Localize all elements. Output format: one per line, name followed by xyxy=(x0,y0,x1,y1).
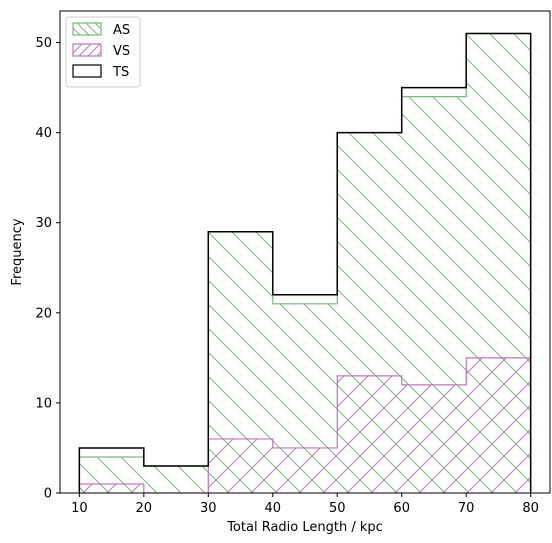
x-tick-label: 70 xyxy=(458,501,475,516)
bar-vs-5 xyxy=(401,384,467,493)
outline-vs xyxy=(78,357,532,493)
y-axis-label: Frequency xyxy=(10,218,25,285)
plot-frame xyxy=(59,10,551,494)
bar-vs-3 xyxy=(272,447,338,493)
x-tick-label: 20 xyxy=(136,501,153,516)
legend-label: VS xyxy=(113,44,130,59)
x-tick-label: 60 xyxy=(393,501,410,516)
series-layer xyxy=(78,32,532,493)
series-ts xyxy=(78,32,532,493)
legend-label: AS xyxy=(113,23,130,38)
y-tick-label: 10 xyxy=(35,396,52,411)
legend-item-vs: VS xyxy=(72,43,130,59)
y-tick-label: 20 xyxy=(35,306,52,321)
legend-label: TS xyxy=(112,65,129,80)
y-tick-label: 30 xyxy=(35,216,52,231)
x-tick-label: 10 xyxy=(71,501,88,516)
legend-swatch xyxy=(72,43,102,57)
bar-vs-6 xyxy=(466,357,531,493)
legend-item-ts: TS xyxy=(72,64,129,80)
x-tick-label: 80 xyxy=(522,501,539,516)
x-tick-label: 30 xyxy=(200,501,217,516)
y-tick-label: 50 xyxy=(35,36,52,51)
x-axis-label: Total Radio Length / kpc xyxy=(226,520,383,535)
legend-swatch xyxy=(72,64,102,78)
bar-vs-2 xyxy=(208,438,273,493)
bar-vs-4 xyxy=(337,375,402,493)
outline-ts xyxy=(78,32,532,493)
y-tick-label: 0 xyxy=(44,487,52,502)
series-vs xyxy=(78,357,532,493)
bar-as-1 xyxy=(143,465,209,493)
y-tick-label: 40 xyxy=(35,126,52,141)
axis-layer: 10 20 30 40 50 60 70 80 0 10 20 30 40 50 xyxy=(35,36,538,516)
bar-vs-0 xyxy=(79,483,144,493)
legend-swatch xyxy=(72,22,102,36)
x-tick-label: 50 xyxy=(329,501,346,516)
legend-item-as: AS xyxy=(72,22,130,38)
x-tick-label: 40 xyxy=(264,501,281,516)
legend: AS VS TS xyxy=(65,16,141,88)
